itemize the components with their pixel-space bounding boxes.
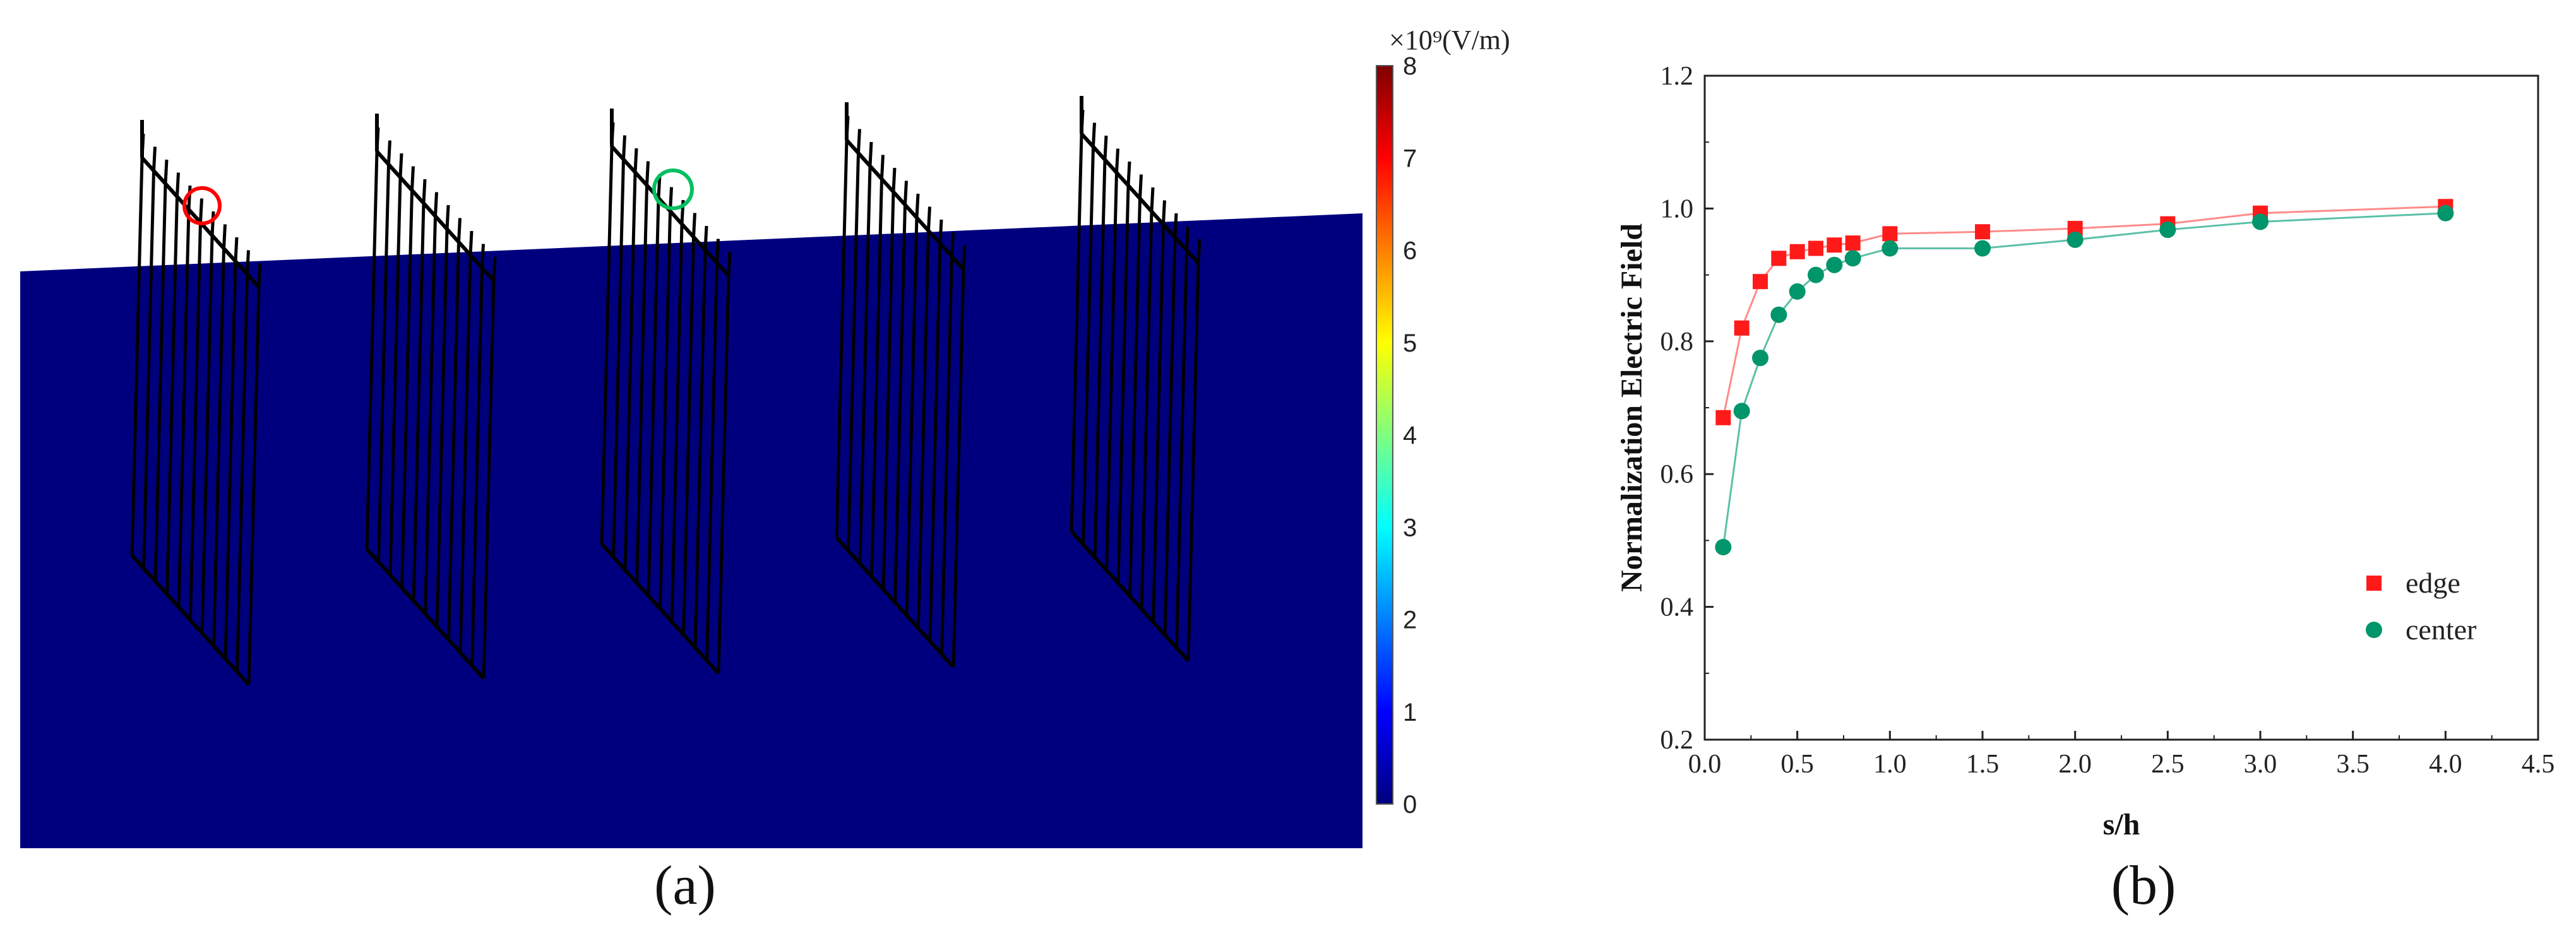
colorbar-tick-label: 6 <box>1403 237 1417 265</box>
data-point-center <box>1826 256 1843 273</box>
data-point-center <box>1881 240 1899 257</box>
x-tick-label: 0.5 <box>1780 750 1814 779</box>
y-tick-label: 0.8 <box>1661 328 1694 357</box>
y-tick-label: 1.2 <box>1661 62 1694 91</box>
legend: edge center <box>2366 567 2476 646</box>
colorbar-unit-label: ×10⁹(V/m) <box>1389 25 1510 56</box>
data-point-edge <box>1882 226 1898 242</box>
data-point-edge <box>1827 237 1842 253</box>
colorbar-tick-label: 3 <box>1403 514 1417 541</box>
electrode-arrays <box>130 96 1202 687</box>
x-tick-label: 1.5 <box>1966 750 2000 779</box>
data-point-center <box>1974 240 1991 257</box>
y-tick-label: 0.6 <box>1661 460 1694 489</box>
panel-b-chart: 0.0 0.5 1.0 1.5 2.0 2.5 3.0 3.5 4.0 4.5 0.2 0.4 0.6… <box>1615 62 2555 916</box>
data-point-edge <box>1845 235 1861 251</box>
ground-plate <box>20 213 1363 848</box>
center-marker <box>652 169 694 210</box>
legend-marker-center <box>2366 622 2382 638</box>
legend-label-center: center <box>2406 613 2476 646</box>
x-tick-label: 3.5 <box>2336 750 2370 779</box>
data-point-center <box>1789 283 1806 300</box>
x-tick-label: 4.0 <box>2429 750 2462 779</box>
data-point-center <box>1733 403 1750 420</box>
x-axis-label: s/h <box>2103 808 2140 841</box>
colorbar-tick-label: 4 <box>1403 422 1417 449</box>
electrode-array <box>600 109 732 675</box>
x-tick-label: 0.0 <box>1688 750 1722 779</box>
x-tick-label: 2.0 <box>2058 750 2092 779</box>
colorbar-tick-label: 5 <box>1403 329 1417 357</box>
colorbar-tick-label: 7 <box>1403 145 1417 172</box>
edge-marker <box>182 186 222 225</box>
colorbar <box>1376 65 1393 805</box>
y-axis-ticks: 0.2 0.4 0.6 0.8 1.0 1.2 <box>1661 62 1714 755</box>
y-tick-label: 0.2 <box>1661 726 1694 755</box>
data-point-center <box>2066 231 2084 248</box>
x-axis-ticks: 0.0 0.5 1.0 1.5 2.0 2.5 3.0 3.5 4.0 4.5 <box>1688 731 2555 779</box>
x-tick-label: 1.0 <box>1873 750 1907 779</box>
legend-marker-edge <box>2366 576 2382 591</box>
panel-b-label: (b) <box>2111 855 2176 916</box>
colorbar-tick-label: 8 <box>1403 52 1417 80</box>
x-tick-label: 4.5 <box>2522 750 2555 779</box>
data-point-center <box>1770 306 1787 323</box>
data-point-edge <box>1734 320 1750 336</box>
y-tick-label: 0.4 <box>1661 593 1694 622</box>
series-points <box>1715 199 2454 555</box>
colorbar-ticks: 0 1 2 3 4 5 6 7 8 <box>1403 52 1417 819</box>
data-point-edge <box>1771 251 1787 266</box>
data-point-edge <box>1808 240 1823 256</box>
data-point-edge <box>1753 274 1768 290</box>
colorbar-tick-label: 0 <box>1403 791 1417 819</box>
electrode-array <box>130 120 262 687</box>
panel-a-label: (a) <box>654 855 716 916</box>
data-point-edge <box>1975 224 1990 240</box>
colorbar-tick-label: 1 <box>1403 699 1417 726</box>
data-point-edge <box>1715 410 1731 425</box>
panel-a-simulation: ×10⁹(V/m) 0 1 2 3 4 5 6 7 8 (a) <box>20 25 1510 916</box>
data-point-center <box>2437 204 2454 222</box>
x-tick-label: 3.0 <box>2244 750 2277 779</box>
data-point-edge <box>1789 244 1805 259</box>
data-point-center <box>2159 222 2176 239</box>
colorbar-tick-label: 2 <box>1403 607 1417 634</box>
electrode-array <box>835 102 967 669</box>
electrode-array <box>365 114 497 680</box>
legend-label-edge: edge <box>2406 567 2460 599</box>
data-point-center <box>2252 213 2269 230</box>
electrode-array <box>1070 96 1202 663</box>
y-tick-label: 1.0 <box>1661 194 1694 223</box>
data-point-center <box>1715 538 1732 555</box>
data-point-center <box>1808 266 1824 283</box>
x-tick-label: 2.5 <box>2151 750 2185 779</box>
data-point-center <box>1844 250 1861 267</box>
y-axis-label: Normalization Electric Field <box>1615 223 1649 592</box>
data-point-center <box>1752 350 1768 367</box>
